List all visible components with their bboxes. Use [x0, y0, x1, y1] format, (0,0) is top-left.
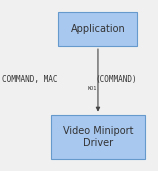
Text: COMMAND, MAC: COMMAND, MAC — [2, 75, 57, 84]
FancyBboxPatch shape — [58, 12, 137, 46]
Text: Video Miniport
Driver: Video Miniport Driver — [63, 126, 133, 148]
Text: Application: Application — [71, 24, 125, 34]
Text: KD1: KD1 — [88, 86, 97, 91]
FancyBboxPatch shape — [51, 115, 145, 159]
Text: (COMMAND): (COMMAND) — [96, 75, 137, 84]
